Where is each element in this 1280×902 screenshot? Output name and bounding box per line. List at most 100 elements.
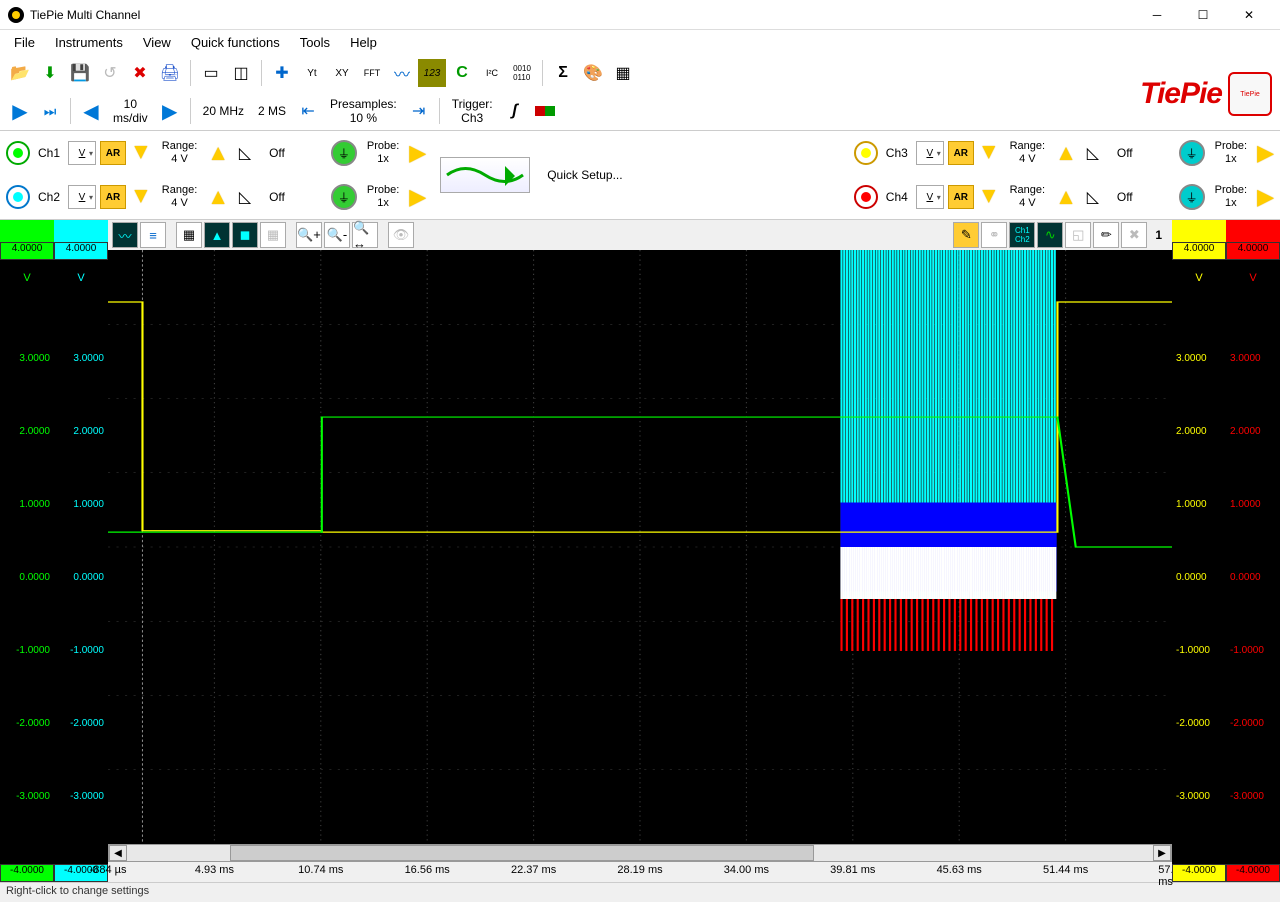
screen-layout-icon[interactable]: ▭ bbox=[197, 59, 225, 87]
zoom-fit-icon[interactable]: 🔍↔ bbox=[352, 222, 378, 248]
menu-help[interactable]: Help bbox=[340, 32, 387, 53]
range-value[interactable]: Range:4 V bbox=[1004, 140, 1051, 166]
range-decrease-button[interactable]: ▲ bbox=[130, 140, 152, 166]
trigger-label[interactable]: Trigger:Ch3 bbox=[446, 97, 499, 126]
range-decrease-button[interactable]: ▲ bbox=[130, 184, 152, 210]
axis-tab[interactable] bbox=[1226, 220, 1280, 242]
visibility-icon[interactable]: 👁 bbox=[388, 222, 414, 248]
screen-layout-split-icon[interactable]: ◫ bbox=[227, 59, 255, 87]
channel-led-icon[interactable] bbox=[6, 141, 30, 165]
sample-rate[interactable]: 20 MHz bbox=[197, 104, 250, 118]
range-ramp-icon[interactable]: ◺ bbox=[1081, 141, 1105, 165]
channel-coupling-select[interactable]: V bbox=[916, 185, 944, 209]
annotation-icon[interactable]: ✎ bbox=[953, 222, 979, 248]
channel-autorange-button[interactable]: AR bbox=[100, 141, 126, 165]
minimize-button[interactable]: ─ bbox=[1134, 0, 1180, 30]
probe-led-icon[interactable]: ⏚ bbox=[331, 184, 357, 210]
probe-value[interactable]: Probe:1x bbox=[361, 184, 405, 210]
save-icon[interactable]: 💾 bbox=[66, 59, 94, 87]
probe-led-icon[interactable]: ⏚ bbox=[1179, 184, 1205, 210]
curve-icon[interactable]: C bbox=[448, 59, 476, 87]
axis-tab[interactable] bbox=[54, 220, 108, 242]
close-button[interactable]: ✕ bbox=[1226, 0, 1272, 30]
menu-view[interactable]: View bbox=[133, 32, 181, 53]
axis-tab[interactable] bbox=[0, 220, 54, 242]
color-icon[interactable]: 🎨 bbox=[579, 59, 607, 87]
presamples-label[interactable]: Presamples:10 % bbox=[324, 97, 403, 126]
x-scrollbar[interactable]: ◀ ▶ bbox=[108, 844, 1172, 862]
channel-autorange-button[interactable]: AR bbox=[100, 185, 126, 209]
quick-setup-button[interactable]: Quick Setup... bbox=[536, 161, 633, 189]
channel-select-icon[interactable]: Ch1Ch2 bbox=[1009, 222, 1035, 248]
grid-light-icon[interactable]: ▦ bbox=[260, 222, 286, 248]
channel-onoff[interactable]: Off bbox=[261, 190, 293, 204]
probe-value[interactable]: Probe:1x bbox=[361, 140, 405, 166]
range-value[interactable]: Range:4 V bbox=[1004, 184, 1051, 210]
waveform-icon[interactable]: 〰 bbox=[388, 59, 416, 87]
marker-icon[interactable]: ✏ bbox=[1093, 222, 1119, 248]
trigger-edge-icon[interactable]: ʃ bbox=[501, 97, 529, 125]
grid-lines-icon[interactable]: ▦ bbox=[176, 222, 202, 248]
timebase-increase-button[interactable]: ▶ bbox=[156, 97, 184, 125]
graph-settings-icon[interactable]: ≡ bbox=[140, 222, 166, 248]
range-increase-button[interactable]: ▲ bbox=[1055, 184, 1077, 210]
range-value[interactable]: Range:4 V bbox=[156, 184, 203, 210]
channel-autorange-button[interactable]: AR bbox=[948, 141, 974, 165]
scroll-right-button[interactable]: ▶ bbox=[1153, 845, 1171, 861]
maximize-button[interactable]: ☐ bbox=[1180, 0, 1226, 30]
timebase-value[interactable]: 10ms/div bbox=[107, 97, 154, 126]
fft-icon[interactable]: FFT bbox=[358, 59, 386, 87]
grid-dark2-icon[interactable]: ◼ bbox=[232, 222, 258, 248]
undo-icon[interactable]: ↺ bbox=[96, 59, 124, 87]
channel-onoff[interactable]: Off bbox=[261, 146, 293, 160]
axis-tab[interactable] bbox=[1172, 220, 1226, 242]
menu-file[interactable]: File bbox=[4, 32, 45, 53]
probe-led-icon[interactable]: ⏚ bbox=[1179, 140, 1205, 166]
probe-button[interactable]: ▶ bbox=[1257, 140, 1274, 166]
timebase-decrease-button[interactable]: ◀ bbox=[77, 97, 105, 125]
math-icon[interactable]: ∿ bbox=[1037, 222, 1063, 248]
range-ramp-icon[interactable]: ◺ bbox=[233, 141, 257, 165]
range-ramp-icon[interactable]: ◺ bbox=[1081, 185, 1105, 209]
grid-dark-icon[interactable]: ▲ bbox=[204, 222, 230, 248]
probe-button[interactable]: ▶ bbox=[1257, 184, 1274, 210]
yt-graph-icon[interactable]: Yt bbox=[298, 59, 326, 87]
range-decrease-button[interactable]: ▲ bbox=[978, 184, 1000, 210]
menu-tools[interactable]: Tools bbox=[290, 32, 340, 53]
meter-display-icon[interactable]: 123 bbox=[418, 59, 446, 87]
i2c-icon[interactable]: I²C bbox=[478, 59, 506, 87]
range-decrease-button[interactable]: ▲ bbox=[978, 140, 1000, 166]
print-icon[interactable]: 🖨 bbox=[156, 59, 184, 87]
channel-onoff[interactable]: Off bbox=[1109, 146, 1141, 160]
trigger-mode-icon[interactable] bbox=[531, 97, 559, 125]
channel-led-icon[interactable] bbox=[6, 185, 30, 209]
probe-button[interactable]: ▶ bbox=[409, 184, 426, 210]
serial-icon[interactable]: 00100110 bbox=[508, 59, 536, 87]
play-button[interactable]: ▶ bbox=[6, 97, 34, 125]
probe-led-icon[interactable]: ⏚ bbox=[331, 140, 357, 166]
presamples-left-icon[interactable]: ⇤ bbox=[294, 97, 322, 125]
channel-coupling-select[interactable]: V bbox=[68, 185, 96, 209]
menu-quick-functions[interactable]: Quick functions bbox=[181, 32, 290, 53]
xy-graph-icon[interactable]: XY bbox=[328, 59, 356, 87]
waveform-plot[interactable] bbox=[108, 250, 1172, 844]
channel-coupling-select[interactable]: V bbox=[68, 141, 96, 165]
range-value[interactable]: Range:4 V bbox=[156, 140, 203, 166]
table-icon[interactable]: ▦ bbox=[609, 59, 637, 87]
probe-button[interactable]: ▶ bbox=[409, 140, 426, 166]
probe-value[interactable]: Probe:1x bbox=[1209, 184, 1253, 210]
detach-icon[interactable]: ◱ bbox=[1065, 222, 1091, 248]
close-graph-icon[interactable]: ✖ bbox=[1121, 222, 1147, 248]
range-ramp-icon[interactable]: ◺ bbox=[233, 185, 257, 209]
range-increase-button[interactable]: ▲ bbox=[1055, 140, 1077, 166]
zoom-out-icon[interactable]: 🔍- bbox=[324, 222, 350, 248]
presamples-right-icon[interactable]: ⇥ bbox=[405, 97, 433, 125]
sample-count[interactable]: 2 MS bbox=[252, 104, 292, 118]
probe-value[interactable]: Probe:1x bbox=[1209, 140, 1253, 166]
delete-icon[interactable]: ✖ bbox=[126, 59, 154, 87]
open-icon[interactable]: 📂 bbox=[6, 59, 34, 87]
zoom-in-icon[interactable]: 🔍+ bbox=[296, 222, 322, 248]
channel-led-icon[interactable] bbox=[854, 141, 878, 165]
channel-autorange-button[interactable]: AR bbox=[948, 185, 974, 209]
range-increase-button[interactable]: ▲ bbox=[207, 140, 229, 166]
